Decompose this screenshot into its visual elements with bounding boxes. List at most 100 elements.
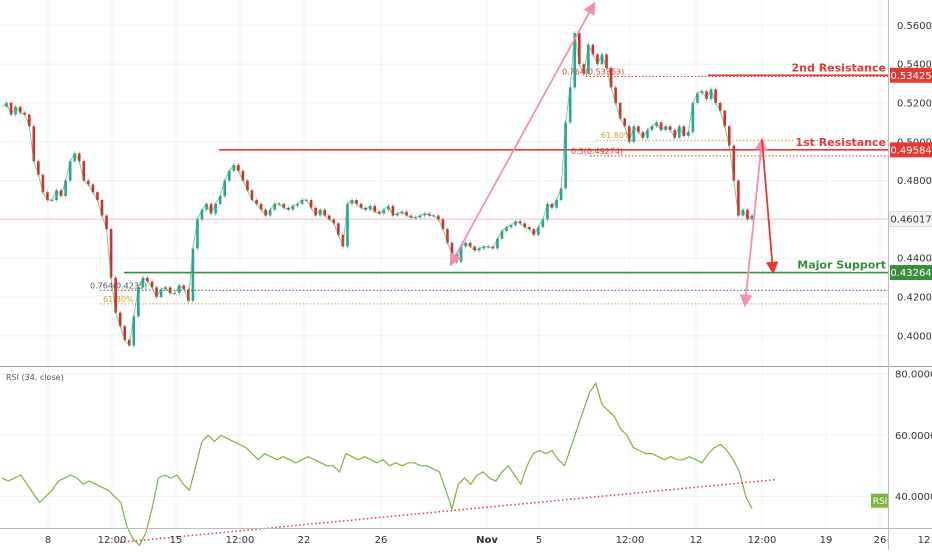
candle bbox=[309, 200, 313, 208]
current-price-text: 0.46017 bbox=[890, 215, 931, 226]
x-tick-label: 22 bbox=[298, 535, 311, 546]
candle bbox=[41, 174, 45, 193]
candle bbox=[382, 209, 386, 214]
candle bbox=[287, 207, 290, 210]
candle bbox=[155, 287, 158, 298]
candle bbox=[709, 89, 713, 100]
fib-label-3: 0.764(0.4235) bbox=[90, 281, 147, 290]
candle bbox=[614, 87, 617, 103]
candle bbox=[359, 203, 363, 208]
price-series bbox=[1, 31, 754, 348]
price-tick-label: 0.56000 bbox=[897, 21, 932, 32]
candle bbox=[123, 326, 127, 340]
candle bbox=[187, 289, 190, 301]
candle bbox=[91, 184, 95, 193]
candle bbox=[146, 277, 149, 282]
candle bbox=[723, 110, 727, 127]
candle bbox=[64, 180, 67, 197]
current-price-badge bbox=[889, 211, 932, 227]
candle bbox=[264, 209, 267, 216]
candle bbox=[291, 205, 295, 210]
candle bbox=[441, 219, 445, 230]
candle bbox=[605, 54, 608, 68]
candle bbox=[682, 126, 686, 136]
candle bbox=[118, 312, 122, 327]
price-line bbox=[1, 33, 753, 347]
candle bbox=[687, 132, 690, 136]
candle bbox=[218, 196, 222, 204]
candle bbox=[646, 130, 649, 138]
level-badge-text-2: 0.43264 bbox=[890, 268, 931, 279]
candle bbox=[273, 203, 277, 210]
candle bbox=[732, 145, 736, 181]
candle bbox=[696, 93, 699, 103]
candle bbox=[32, 126, 36, 162]
level-badge-text-1: 0.49584 bbox=[890, 145, 931, 156]
candle bbox=[241, 170, 245, 181]
candle bbox=[341, 234, 345, 247]
candle bbox=[377, 211, 381, 214]
forecast-arrow-down bbox=[761, 139, 779, 275]
candle bbox=[87, 180, 90, 185]
x-tick-label: 12:00 bbox=[748, 535, 777, 546]
x-tick-label: 26 bbox=[874, 535, 887, 546]
candle bbox=[714, 89, 717, 103]
candle bbox=[100, 200, 104, 216]
candle bbox=[46, 192, 49, 200]
candle bbox=[14, 106, 17, 115]
candle bbox=[627, 126, 631, 142]
candle bbox=[623, 118, 627, 127]
candle bbox=[641, 132, 645, 138]
zigzag-arrow-small bbox=[739, 137, 768, 308]
candle bbox=[664, 126, 667, 131]
candle bbox=[368, 205, 372, 210]
rsi-panel-label: RSI (34, close) bbox=[6, 373, 64, 382]
candle bbox=[59, 190, 63, 197]
candle bbox=[132, 316, 136, 346]
x-tick-label: 5 bbox=[536, 535, 542, 546]
candle bbox=[346, 203, 349, 247]
candle bbox=[314, 207, 317, 216]
candle bbox=[137, 287, 140, 317]
candle bbox=[364, 207, 367, 210]
candle bbox=[423, 213, 427, 216]
candle bbox=[396, 213, 399, 216]
rsi-badge-text: RSI bbox=[873, 497, 888, 507]
level-name-2: Major Support bbox=[797, 259, 886, 272]
candle bbox=[282, 203, 286, 208]
level-badge-1 bbox=[890, 142, 932, 158]
fib-label-1: 61.80% bbox=[601, 131, 632, 140]
candle bbox=[191, 248, 195, 301]
candle bbox=[227, 170, 231, 181]
candle bbox=[318, 209, 322, 216]
candle bbox=[200, 209, 204, 220]
candle bbox=[168, 287, 172, 294]
candle bbox=[300, 200, 304, 204]
candle bbox=[246, 180, 249, 191]
candle bbox=[9, 102, 13, 115]
candle bbox=[209, 203, 213, 214]
candle bbox=[596, 54, 599, 65]
candle bbox=[141, 277, 145, 288]
candle bbox=[391, 205, 395, 216]
candle bbox=[650, 126, 654, 131]
candle bbox=[82, 161, 86, 181]
candle bbox=[77, 153, 81, 162]
x-tick-label: 19 bbox=[820, 535, 833, 546]
x-tick-label: 12:00 bbox=[226, 535, 255, 546]
candle bbox=[373, 205, 377, 212]
candle bbox=[691, 102, 695, 133]
candle bbox=[55, 190, 58, 200]
candle bbox=[68, 161, 72, 181]
candle bbox=[600, 54, 604, 65]
level-name-0: 2nd Resistance bbox=[792, 61, 886, 74]
labels: 2nd Resistance 0.53425 1st Resistance 0.495… bbox=[790, 60, 932, 281]
candle bbox=[632, 126, 636, 142]
